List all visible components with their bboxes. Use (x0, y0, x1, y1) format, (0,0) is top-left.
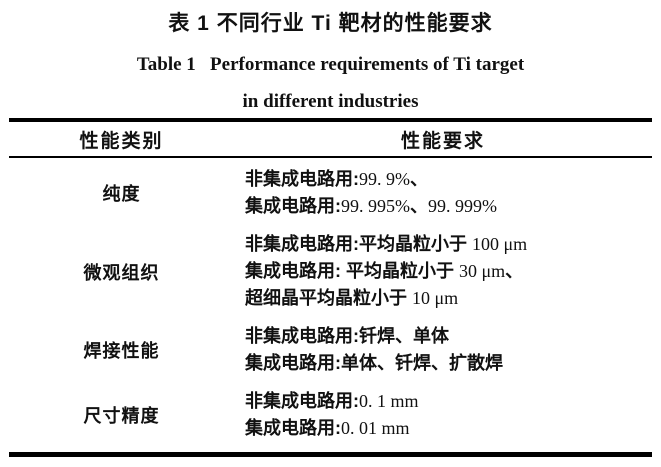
requirement-line: 非集成电路用:平均晶粒小于 100 μm (245, 231, 648, 258)
latin-text-segment: 0. 01 mm (341, 418, 410, 438)
category-cell: 尺寸精度 (83, 406, 160, 426)
table-caption-zh: 表 1 不同行业 Ti 靶材的性能要求 (168, 12, 493, 35)
chinese-text-segment: 集成电路用: (245, 196, 341, 216)
table-caption-en-line2: in different industries (242, 91, 419, 112)
requirement-line: 非集成电路用:99. 9%、 (245, 166, 648, 193)
latin-text-segment: 30 μm (459, 261, 506, 281)
chinese-text-segment: 集成电路用: 平均晶粒小于 (245, 261, 459, 281)
category-cell: 微观组织 (83, 262, 160, 283)
latin-text-segment: 99. 999% (428, 196, 497, 216)
table-caption-en-line1: Table 1 Performance requirements of Ti t… (136, 54, 525, 75)
latin-text-segment: 99. 9% (359, 169, 410, 189)
requirement-cell: 非集成电路用:0. 1 mm 集成电路用:0. 01 mm (234, 388, 652, 442)
latin-text-segment: 0. 1 mm (359, 391, 419, 411)
chinese-text-segment: 非集成电路用: (245, 391, 359, 411)
requirement-line: 非集成电路用:钎焊、单体 (245, 323, 648, 350)
latin-text-segment: 10 μm (412, 288, 459, 308)
table-row: 纯度 非集成电路用:99. 9%、 集成电路用:99. 995%、99. 999% (9, 161, 652, 226)
chinese-text-segment: 非集成电路用:平均晶粒小于 (245, 234, 472, 254)
requirement-cell: 非集成电路用:平均晶粒小于 100 μm 集成电路用: 平均晶粒小于 30 μm、… (234, 231, 652, 312)
requirement-line: 集成电路用:0. 01 mm (245, 415, 648, 442)
chinese-text-segment: 、 (410, 169, 428, 189)
table-row: 焊接性能 非集成电路用:钎焊、单体集成电路用:单体、钎焊、扩散焊 (9, 318, 652, 383)
requirement-line: 集成电路用:单体、钎焊、扩散焊 (245, 350, 648, 377)
table-header-row: 性能类别 性能要求 (9, 122, 652, 158)
latin-text-segment: 100 μm (472, 234, 528, 254)
table-row: 尺寸精度 非集成电路用:0. 1 mm 集成电路用:0. 01 mm (9, 383, 652, 448)
requirement-line: 集成电路用:99. 995%、99. 999% (245, 193, 648, 220)
chinese-text-segment: 集成电路用:单体、钎焊、扩散焊 (245, 353, 503, 373)
category-cell: 纯度 (102, 184, 141, 204)
requirement-cell: 非集成电路用:99. 9%、 集成电路用:99. 995%、99. 999% (234, 166, 652, 220)
chinese-text-segment: 、 (410, 196, 428, 216)
requirement-line: 集成电路用: 平均晶粒小于 30 μm、 (245, 258, 648, 285)
chinese-text-segment: 非集成电路用: (245, 169, 359, 189)
table-row: 微观组织 非集成电路用:平均晶粒小于 100 μm 集成电路用: 平均晶粒小于 30… (9, 226, 652, 318)
latin-text-segment: 99. 995% (341, 196, 410, 216)
performance-table: 性能类别 性能要求 纯度 非集成电路用:99. 9%、 集成电路用:99. 995%… (9, 118, 652, 457)
requirement-cell: 非集成电路用:钎焊、单体集成电路用:单体、钎焊、扩散焊 (234, 323, 652, 377)
requirement-line: 超细晶平均晶粒小于 10 μm (245, 285, 648, 312)
header-requirement: 性能要求 (400, 130, 485, 152)
chinese-text-segment: 、 (505, 261, 524, 281)
chinese-text-segment: 集成电路用: (245, 418, 341, 438)
header-category: 性能类别 (79, 130, 164, 152)
requirement-line: 非集成电路用:0. 1 mm (245, 388, 648, 415)
category-cell: 焊接性能 (83, 341, 160, 361)
chinese-text-segment: 非集成电路用:钎焊、单体 (245, 326, 449, 346)
chinese-text-segment: 超细晶平均晶粒小于 (245, 288, 413, 308)
table-body: 纯度 非集成电路用:99. 9%、 集成电路用:99. 995%、99. 999% 微… (9, 158, 652, 452)
